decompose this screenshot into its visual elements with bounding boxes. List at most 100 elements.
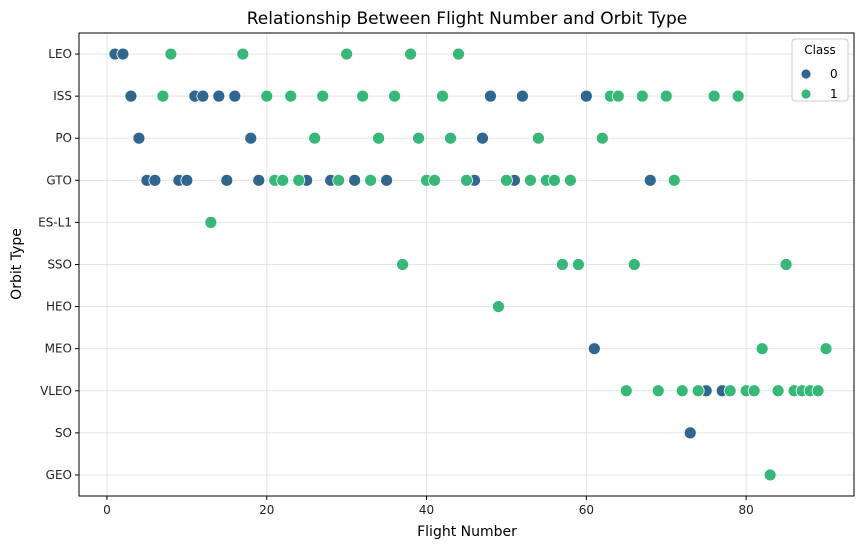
data-point-class-1: [731, 89, 745, 103]
data-point-class-1: [771, 384, 785, 398]
data-point-class-0: [516, 89, 529, 103]
y-tick-label: ES-L1: [38, 215, 72, 229]
data-point-class-1: [452, 47, 465, 61]
data-point-class-1: [747, 384, 761, 398]
data-point-class-0: [196, 89, 210, 103]
y-tick-label: MEO: [45, 342, 72, 356]
data-point-class-1: [532, 131, 545, 145]
data-point-class-1: [755, 342, 769, 356]
data-point-class-1: [667, 173, 681, 187]
data-point-class-1: [763, 468, 777, 482]
y-tick-label: ISS: [53, 89, 72, 103]
data-point-class-1: [691, 384, 705, 398]
data-point-class-0: [148, 173, 162, 187]
data-point-class-1: [204, 216, 218, 229]
data-point-class-1: [308, 131, 322, 145]
data-point-class-1: [292, 173, 306, 187]
y-tick-label: LEO: [48, 47, 72, 61]
data-point-class-1: [675, 384, 689, 398]
data-point-class-1: [563, 173, 577, 187]
data-point-class-1: [236, 47, 250, 61]
data-point-class-0: [244, 131, 258, 145]
data-point-class-1: [356, 89, 370, 103]
x-tick-label: 40: [419, 503, 434, 517]
data-point-class-1: [460, 173, 473, 187]
x-axis-ticks: 0 20 40 60 80: [103, 496, 754, 517]
data-point-class-1: [571, 258, 585, 271]
data-point-class-1: [547, 173, 561, 187]
legend: Class 0 1: [791, 38, 849, 102]
data-point-class-1: [627, 258, 641, 271]
y-tick-label: GEO: [46, 468, 72, 482]
data-point-class-1: [388, 89, 401, 103]
y-tick-label: PO: [55, 131, 72, 145]
data-point-class-1: [444, 131, 457, 145]
data-point-class-1: [611, 89, 625, 103]
y-axis-ticks: LEO ISS PO GTO ES-L1 SSO HEO MEO VLEO SO GEO: [38, 47, 79, 482]
legend-label-1: 1: [830, 87, 838, 101]
data-point-class-1: [811, 384, 825, 398]
data-point-class-0: [252, 173, 266, 187]
data-point-class-1: [635, 89, 649, 103]
data-point-class-1: [156, 89, 170, 103]
data-point-class-0: [380, 173, 394, 187]
data-point-class-1: [164, 47, 178, 61]
data-point-class-0: [220, 173, 234, 187]
y-tick-label: HEO: [46, 300, 72, 314]
y-tick-label: SSO: [47, 258, 72, 272]
data-point-class-1: [524, 173, 537, 187]
x-tick-label: 0: [103, 503, 111, 517]
data-point-class-0: [484, 89, 497, 103]
data-point-class-1: [723, 384, 737, 398]
data-point-class-1: [555, 258, 569, 271]
data-point-class-1: [819, 342, 833, 356]
data-point-class-1: [260, 89, 274, 103]
data-point-class-0: [132, 131, 146, 145]
data-point-class-0: [212, 89, 226, 103]
data-point-class-1: [595, 131, 609, 145]
data-point-class-1: [651, 384, 665, 398]
data-point-class-0: [643, 173, 657, 187]
data-point-class-0: [587, 342, 601, 356]
y-axis-title: Orbit Type: [9, 228, 25, 300]
data-point-class-0: [180, 173, 194, 187]
legend-box: [791, 38, 849, 102]
data-point-class-0: [476, 131, 489, 145]
data-point-class-0: [116, 47, 130, 61]
legend-label-0: 0: [830, 67, 838, 81]
data-point-class-1: [316, 89, 330, 103]
data-point-class-1: [396, 258, 409, 271]
data-point-class-0: [683, 426, 697, 440]
chart-title: Relationship Between Flight Number and O…: [247, 9, 688, 29]
x-tick-label: 80: [738, 503, 753, 517]
x-tick-label: 20: [259, 503, 274, 517]
data-point-class-0: [579, 89, 593, 103]
x-axis-title: Flight Number: [417, 524, 517, 540]
data-point-class-1: [364, 173, 378, 187]
data-point-class-1: [284, 89, 298, 103]
y-tick-label: VLEO: [40, 384, 72, 398]
y-tick-label: SO: [55, 426, 72, 440]
data-point-class-1: [340, 47, 354, 61]
legend-marker-1: [800, 88, 812, 100]
data-point-class-1: [500, 173, 513, 187]
data-point-class-1: [332, 173, 346, 187]
data-point-class-1: [659, 89, 673, 103]
data-point-class-1: [276, 173, 290, 187]
data-point-class-0: [124, 89, 138, 103]
data-point-class-1: [428, 173, 441, 187]
data-point-class-1: [404, 47, 417, 61]
data-point-class-1: [779, 258, 793, 271]
data-point-class-0: [348, 173, 362, 187]
data-point-class-1: [619, 384, 633, 398]
data-point-class-1: [707, 89, 721, 103]
y-tick-label: GTO: [46, 173, 72, 187]
legend-title: Class: [804, 43, 836, 57]
data-point-class-1: [412, 131, 425, 145]
data-point-class-1: [436, 89, 449, 103]
points: [108, 47, 833, 482]
data-point-class-1: [372, 131, 386, 145]
x-tick-label: 60: [579, 503, 594, 517]
